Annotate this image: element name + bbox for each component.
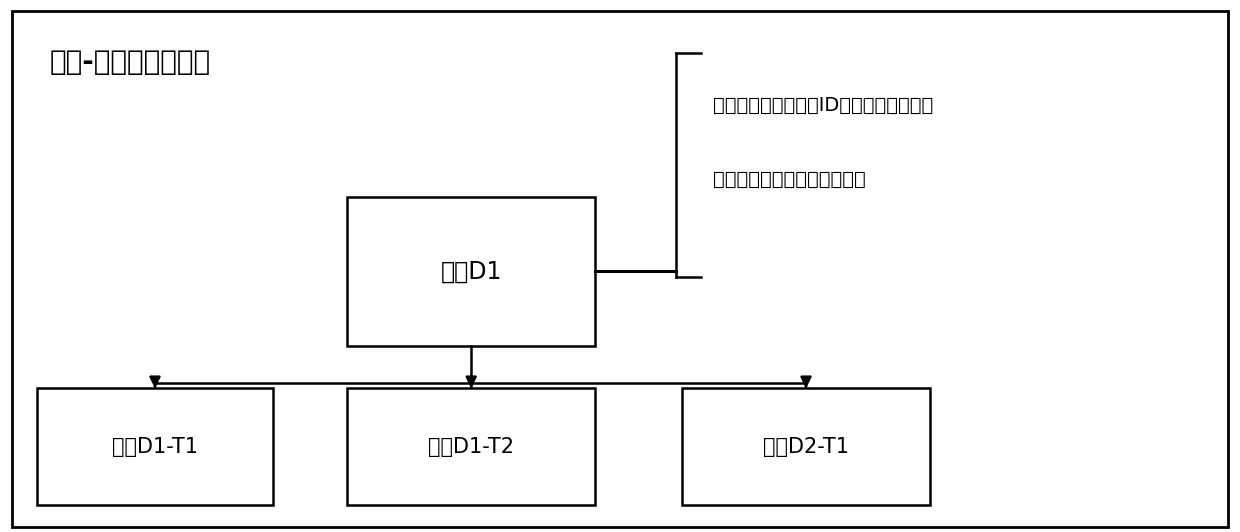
Bar [37,388,273,505]
Bar [347,388,595,505]
Bar [682,388,930,505]
Text: 设备-端子对象内存块: 设备-端子对象内存块 [50,48,211,76]
Text: 对象存储：记录设备ID、电压等级、设备: 对象存储：记录设备ID、电压等级、设备 [713,96,934,115]
Text: 设备D1: 设备D1 [440,259,502,284]
Text: 端子D1-T2: 端子D1-T2 [428,437,515,457]
Text: 端子D1-T1: 端子D1-T1 [112,437,198,457]
Bar [347,197,595,346]
Text: 类型、运行状态、端子编码等: 类型、运行状态、端子编码等 [713,170,866,189]
Text: 端子D2-T1: 端子D2-T1 [763,437,849,457]
